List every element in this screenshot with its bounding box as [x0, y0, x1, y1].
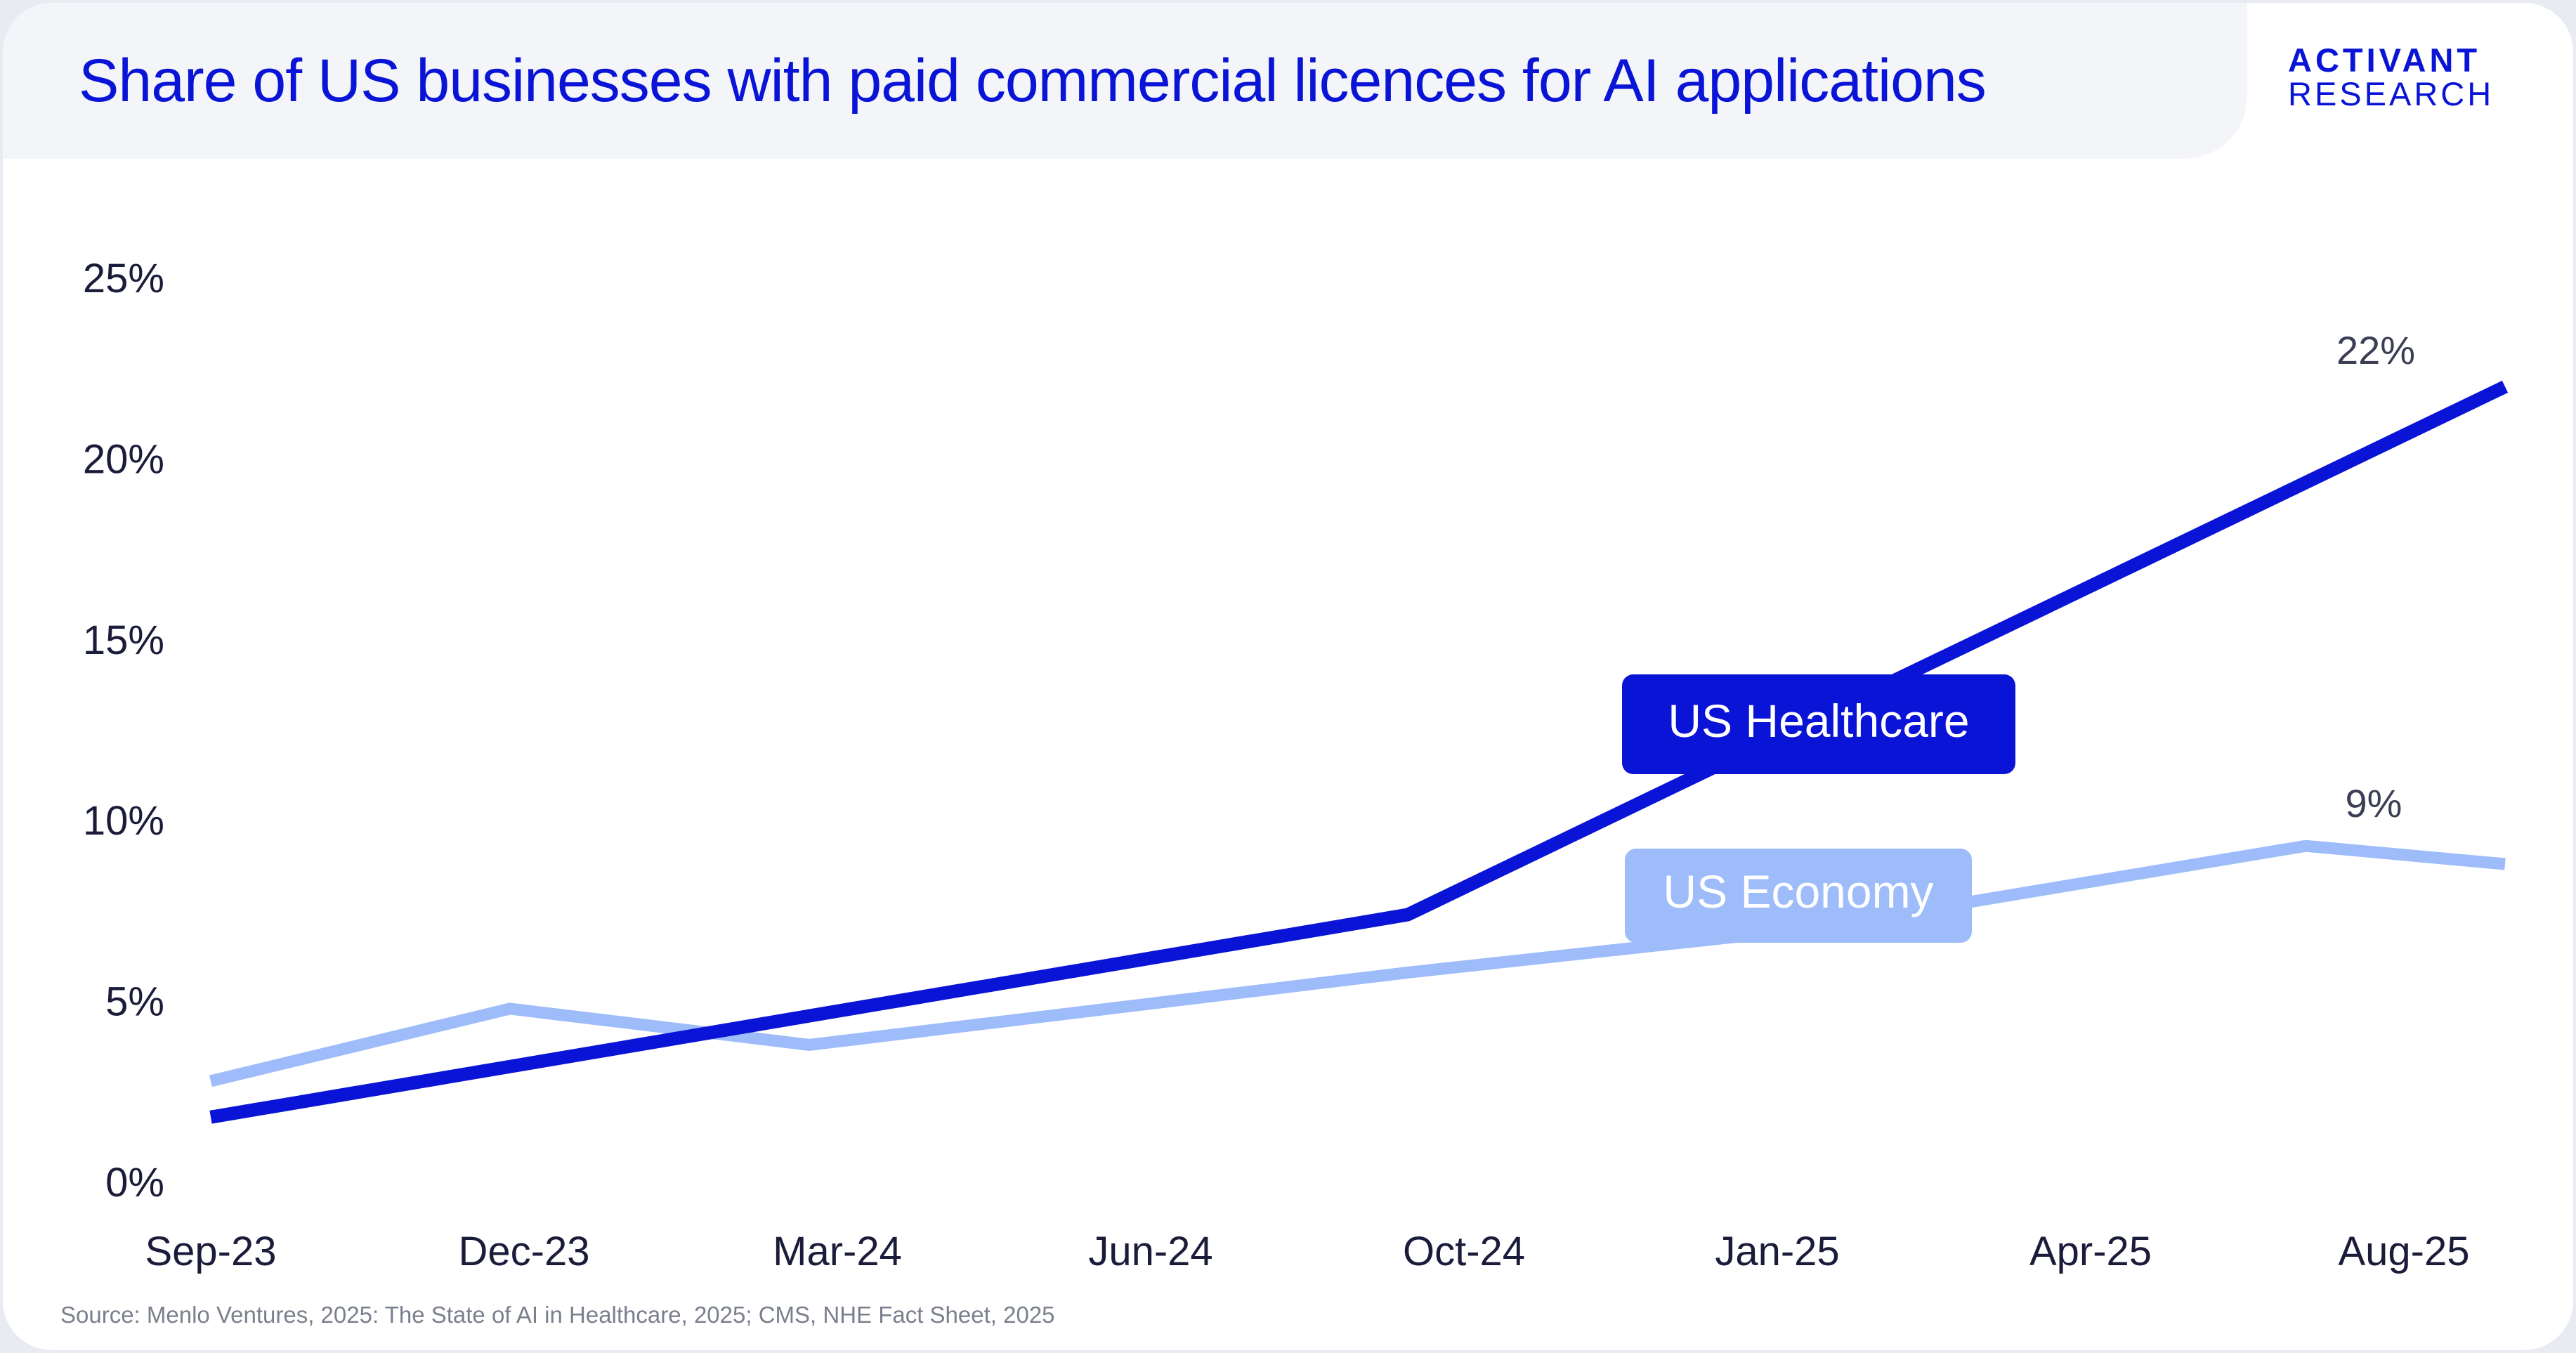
x-tick-label: Oct-24 — [1403, 1229, 1525, 1274]
y-tick-label: 15% — [83, 617, 164, 663]
healthcare-series-line — [209, 380, 2509, 1124]
title-band: Share of US businesses with paid commerc… — [3, 3, 2247, 159]
brand-subtitle: RESEARCH — [2288, 75, 2495, 112]
healthcare-series-tag: US Healthcare — [1622, 674, 2015, 774]
healthcare-end-label: 22% — [2336, 328, 2415, 372]
economy-series-tag: US Economy — [1625, 849, 1972, 943]
y-tick-label: 10% — [83, 798, 164, 844]
y-axis: 0% 5% 10% 15% 20% 25% — [83, 256, 164, 1205]
x-tick-label: Apr-25 — [2029, 1229, 2152, 1274]
series-layer — [209, 380, 2509, 1124]
economy-series-line — [209, 839, 2506, 1087]
brand-name: ACTIVANT — [2288, 41, 2481, 79]
y-tick-label: 20% — [83, 436, 164, 482]
annotations: 22% 9% US Healthcare US Economy — [1622, 328, 2415, 943]
x-tick-label: Sep-23 — [145, 1229, 276, 1274]
x-tick-label: Mar-24 — [773, 1229, 902, 1274]
economy-tag-box — [1625, 849, 1972, 943]
economy-end-label: 9% — [2346, 781, 2402, 825]
economy-tag-label: US Economy — [1663, 865, 1933, 917]
brand-logo: ACTIVANT RESEARCH — [2288, 44, 2541, 111]
x-tick-label: Dec-23 — [459, 1229, 590, 1274]
x-tick-label: Jun-24 — [1088, 1229, 1212, 1274]
x-tick-label: Aug-25 — [2338, 1229, 2469, 1274]
y-tick-label: 25% — [83, 256, 164, 301]
y-tick-label: 5% — [105, 979, 164, 1025]
chart-title: Share of US businesses with paid commerc… — [79, 47, 1987, 115]
x-tick-label: Jan-25 — [1715, 1229, 1839, 1274]
x-axis: Sep-23 Dec-23 Mar-24 Jun-24 Oct-24 Jan-25 Apr-… — [145, 1229, 2469, 1274]
source-note: Source: Menlo Ventures, 2025: The State … — [60, 1302, 1055, 1328]
healthcare-tag-label: US Healthcare — [1668, 695, 1969, 747]
healthcare-tag-box — [1622, 674, 2015, 774]
chart-card: Share of US businesses with paid commerc… — [3, 3, 2573, 1350]
y-tick-label: 0% — [105, 1160, 164, 1205]
